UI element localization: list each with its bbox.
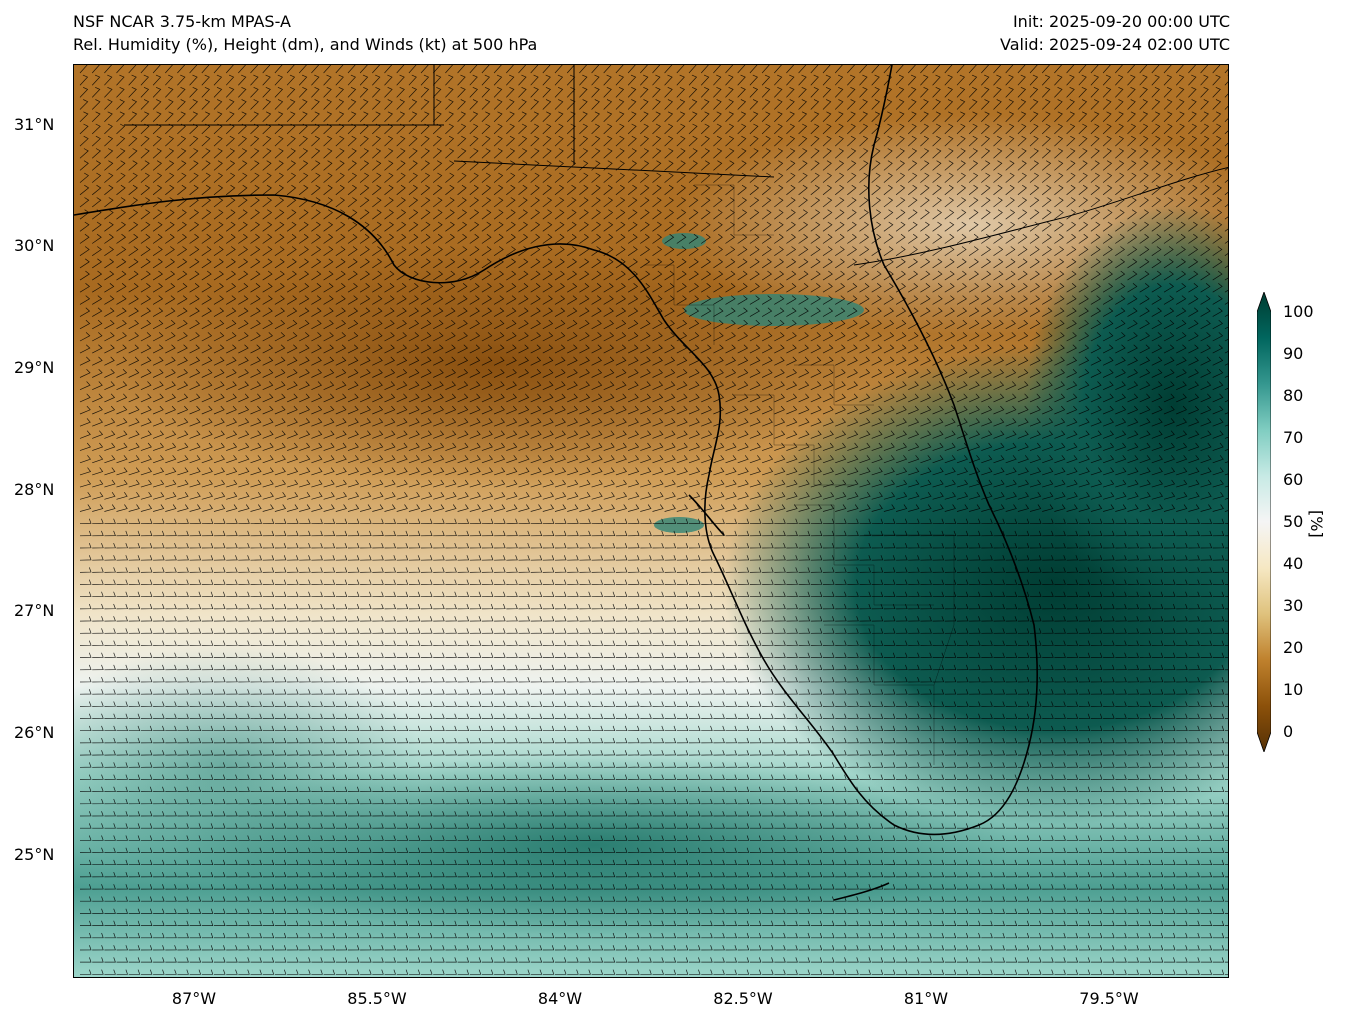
colorbar-unit-label: [%] (1307, 510, 1326, 538)
colorbar-tick-100: 100 (1283, 302, 1314, 321)
humidity-map (74, 65, 1228, 977)
lat-label-30: 30°N (14, 236, 55, 255)
lat-label-31: 31°N (14, 115, 55, 134)
colorbar-tick-0: 0 (1283, 722, 1294, 741)
lat-label-29: 29°N (14, 358, 55, 377)
init-time: Init: 2025-09-20 00:00 UTC (1012, 12, 1230, 31)
county-borders (644, 184, 955, 765)
colorbar-tick-30: 30 (1283, 596, 1304, 615)
wind-barbs (79, 65, 1228, 975)
lon-label-79-5w: 79.5°W (1079, 989, 1139, 1008)
lon-label-81w: 81°W (903, 989, 949, 1008)
moist-region-gulf (74, 645, 424, 885)
lat-label-28: 28°N (14, 480, 55, 499)
lon-label-85-5w: 85.5°W (347, 989, 407, 1008)
state-borders (124, 65, 1228, 266)
map-panel (73, 64, 1229, 978)
valid-time: Valid: 2025-09-24 02:00 UTC (999, 35, 1230, 54)
colorbar-tick-70: 70 (1283, 428, 1304, 447)
colorbar (1257, 292, 1271, 752)
lon-label-84w: 84°W (537, 989, 583, 1008)
lon-label-87w: 87°W (171, 989, 217, 1008)
fields-subtitle: Rel. Humidity (%), Height (dm), and Wind… (73, 35, 538, 54)
wind-barb-field (79, 65, 1228, 975)
colorbar-tick-80: 80 (1283, 386, 1304, 405)
colorbar-tick-90: 90 (1283, 344, 1304, 363)
moist-blob-2 (654, 517, 704, 533)
colorbar-tick-50: 50 (1283, 512, 1304, 531)
colorbar-tick-20: 20 (1283, 638, 1304, 657)
lat-label-27: 27°N (14, 601, 55, 620)
colorbar-tick-40: 40 (1283, 554, 1304, 573)
colorbar-tick-10: 10 (1283, 680, 1304, 699)
model-title: NSF NCAR 3.75-km MPAS-A (73, 12, 291, 31)
lat-label-25: 25°N (14, 845, 55, 864)
lon-label-82-5w: 82.5°W (713, 989, 773, 1008)
colorbar-tick-60: 60 (1283, 470, 1304, 489)
coastline (74, 65, 1039, 901)
lat-label-26: 26°N (14, 723, 55, 742)
